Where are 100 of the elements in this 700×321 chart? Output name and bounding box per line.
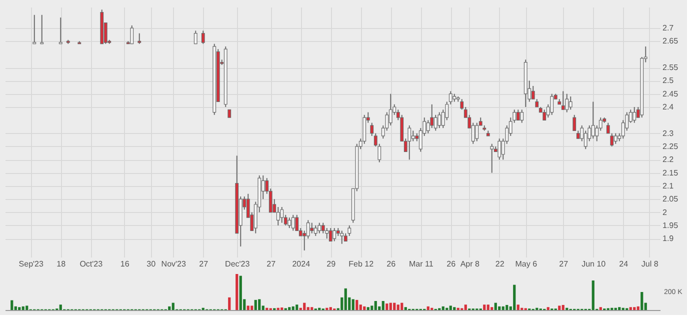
candlestick bbox=[550, 93, 554, 116]
bar bbox=[396, 304, 400, 310]
candlestick bbox=[531, 85, 535, 100]
bar bbox=[344, 288, 347, 310]
bar bbox=[558, 306, 561, 310]
candlestick bbox=[610, 132, 614, 147]
x-tick-label: 26 bbox=[386, 260, 396, 268]
candlestick bbox=[58, 17, 62, 44]
y-tick-label: 2.5 bbox=[662, 76, 674, 86]
x-tick-label: 29 bbox=[326, 260, 336, 268]
x-tick-label: Feb 12 bbox=[348, 260, 374, 268]
y-tick-label: 1.95 bbox=[662, 220, 679, 230]
x-tick-label: Nov'23 bbox=[161, 260, 186, 268]
candlestick bbox=[318, 222, 322, 234]
bar bbox=[280, 307, 284, 310]
candlestick bbox=[561, 90, 565, 110]
candlestick bbox=[310, 222, 314, 234]
candlestick bbox=[332, 228, 336, 242]
x-tick-label: Sep'23 bbox=[18, 260, 44, 268]
bar bbox=[386, 304, 388, 310]
x-tick-label: 24 bbox=[619, 260, 629, 268]
x-tick-label: Jul 8 bbox=[641, 260, 659, 268]
bar bbox=[629, 307, 632, 310]
candlestick bbox=[411, 130, 415, 142]
x-tick-label: 2024 bbox=[292, 260, 311, 268]
candlestick bbox=[460, 98, 464, 110]
candlestick bbox=[614, 132, 618, 144]
bar bbox=[618, 307, 621, 310]
candlestick bbox=[591, 101, 595, 140]
bar bbox=[400, 302, 404, 310]
x-tick-label: 27 bbox=[199, 260, 209, 268]
bar bbox=[310, 307, 314, 310]
x-tick-label: Jun 10 bbox=[582, 260, 606, 268]
bar bbox=[366, 307, 370, 310]
bar bbox=[26, 306, 28, 310]
candlestick bbox=[520, 109, 524, 124]
bar bbox=[449, 306, 452, 310]
bar bbox=[442, 306, 444, 310]
y-tick-label: 2.1 bbox=[662, 181, 674, 190]
bar bbox=[239, 276, 242, 310]
y-tick-label: 2.25 bbox=[662, 142, 679, 151]
y-tick-label: 2.3 bbox=[662, 128, 674, 138]
bar bbox=[329, 307, 332, 310]
candlestick bbox=[291, 214, 295, 232]
bar bbox=[562, 304, 564, 310]
bar bbox=[502, 306, 504, 310]
candlestick bbox=[280, 206, 284, 224]
x-tick-label: 18 bbox=[56, 260, 66, 268]
bar bbox=[453, 307, 456, 310]
x-tick-label: 16 bbox=[120, 260, 130, 268]
bar bbox=[363, 306, 366, 310]
y-tick-label: 2.15 bbox=[662, 168, 679, 178]
x-tick-label: Oct'23 bbox=[80, 260, 104, 268]
candlestick bbox=[138, 32, 142, 44]
y-tick-label: 2.2 bbox=[662, 155, 674, 164]
candlestick bbox=[201, 30, 205, 44]
bar bbox=[356, 300, 358, 310]
candlestick bbox=[572, 114, 576, 132]
bar bbox=[483, 304, 486, 310]
candlestick bbox=[40, 14, 44, 44]
bar bbox=[352, 299, 354, 310]
y-tick-label: 2 bbox=[662, 208, 668, 217]
y-tick-label: 1.9 bbox=[662, 234, 674, 244]
bar bbox=[464, 304, 467, 310]
bar bbox=[592, 280, 594, 310]
bar bbox=[22, 306, 24, 310]
bar bbox=[254, 300, 257, 310]
y-tick-label: 2.05 bbox=[662, 194, 679, 204]
x-tick-label: May 6 bbox=[515, 260, 538, 268]
candlestick bbox=[565, 93, 569, 113]
candlestick bbox=[490, 143, 494, 174]
bar bbox=[292, 306, 294, 310]
bar bbox=[10, 300, 14, 310]
bar bbox=[498, 306, 501, 310]
bar bbox=[494, 302, 497, 310]
bar bbox=[490, 307, 494, 310]
bar bbox=[250, 306, 254, 310]
candlestick bbox=[340, 230, 344, 244]
candlestick bbox=[194, 30, 198, 44]
candlestick bbox=[438, 112, 442, 129]
bar bbox=[306, 307, 310, 310]
x-tick-label: 26 bbox=[446, 260, 456, 268]
candlestick bbox=[288, 217, 292, 229]
bar bbox=[516, 304, 520, 310]
bar bbox=[59, 304, 62, 310]
bar bbox=[288, 307, 291, 310]
bar bbox=[389, 302, 392, 310]
bar bbox=[426, 306, 430, 310]
candlestick bbox=[606, 122, 610, 134]
candlestick bbox=[516, 109, 520, 121]
bar bbox=[636, 306, 640, 310]
bar bbox=[546, 307, 550, 310]
x-tick-label: 27 bbox=[559, 260, 569, 268]
y-tick-label: 2.65 bbox=[662, 36, 679, 46]
candlestick bbox=[408, 124, 412, 160]
candlestick bbox=[498, 138, 502, 160]
x-tick-label: 27 bbox=[266, 260, 276, 268]
bar bbox=[393, 302, 396, 310]
bar bbox=[633, 307, 636, 310]
candlestick bbox=[32, 14, 36, 44]
